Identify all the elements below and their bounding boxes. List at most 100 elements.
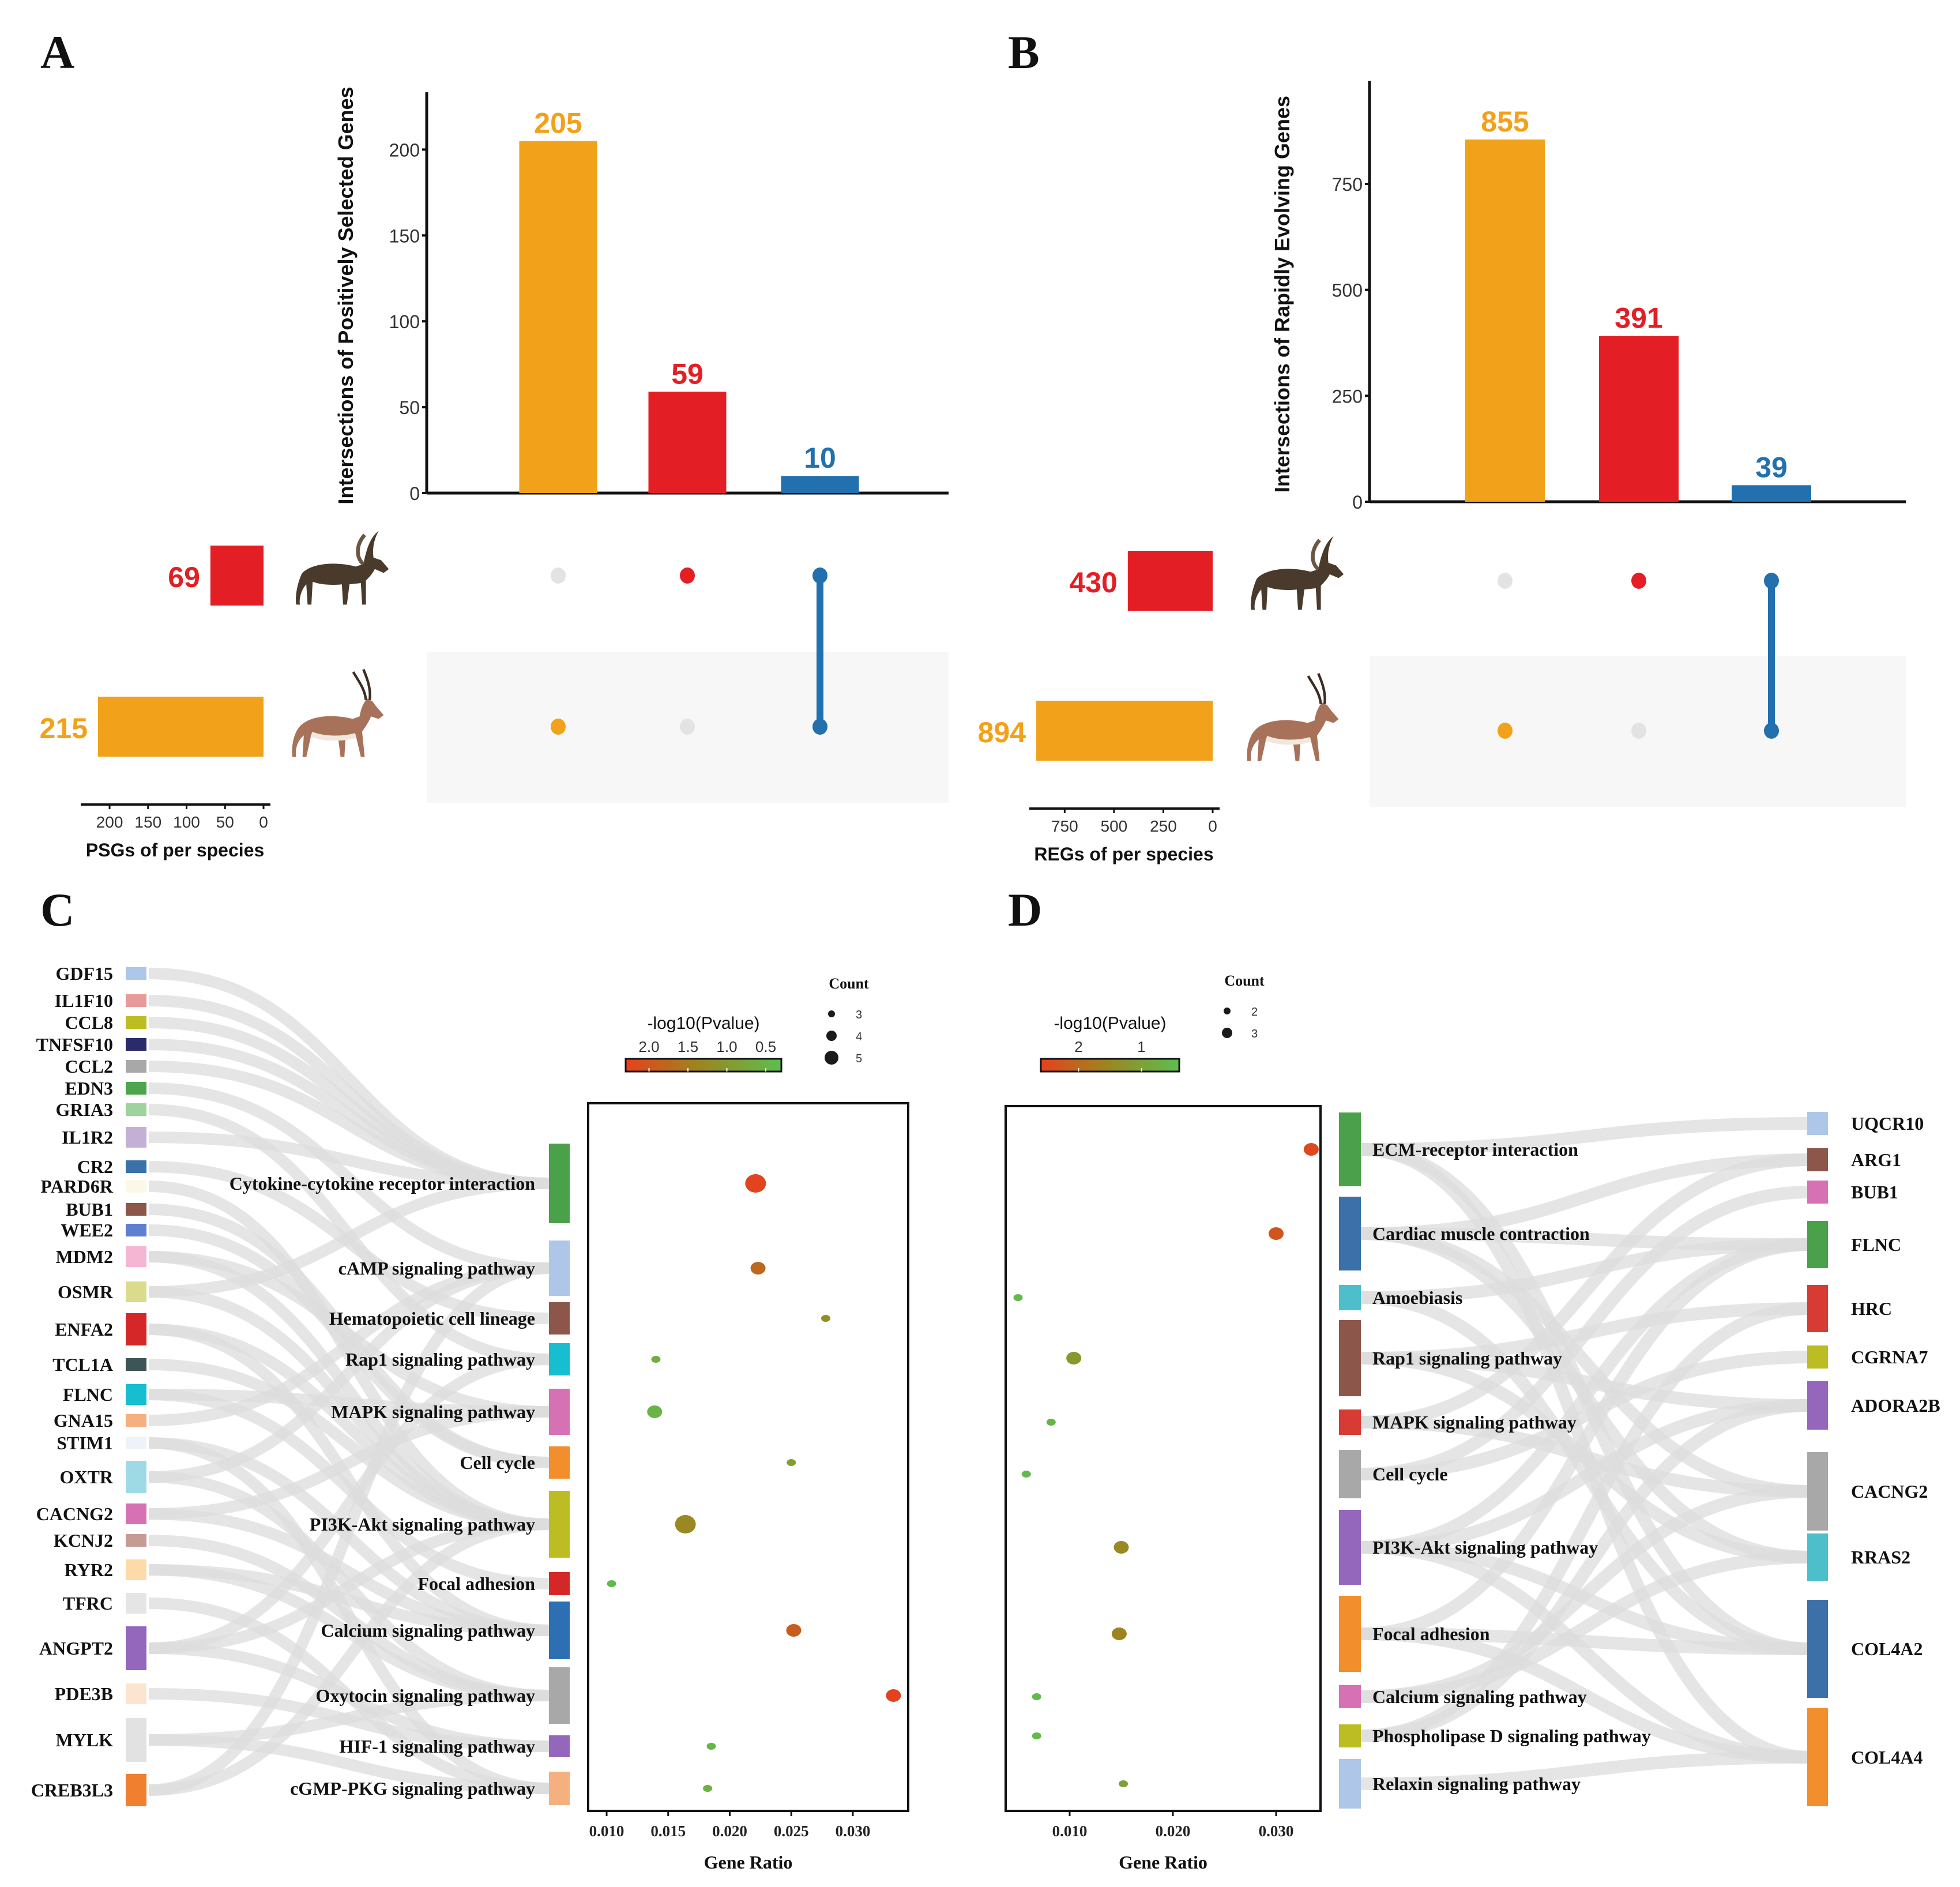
sankey-flow <box>148 1564 550 1701</box>
x-axis-title: Gene Ratio <box>1119 1852 1207 1873</box>
set-size-bar <box>1127 551 1213 611</box>
colorbar-tick-label: 1 <box>1137 1038 1145 1055</box>
gene-node <box>126 1559 146 1580</box>
intersection-bar <box>648 392 727 493</box>
x-tick-label: 0.010 <box>589 1822 625 1840</box>
pathway-dot <box>1111 1627 1127 1640</box>
sankey-flow <box>148 1437 550 1794</box>
intersection-value-label: 39 <box>1755 451 1788 483</box>
x-tick-label: 0.030 <box>836 1822 871 1840</box>
pathway-dot <box>786 1624 802 1637</box>
matrix-dot-inactive <box>1498 573 1513 589</box>
sankey-flow <box>148 1286 550 1530</box>
x-tick-label: 0.020 <box>712 1822 747 1840</box>
pathway-label: MAPK signaling pathway <box>331 1401 535 1422</box>
y-tick-label: 0 <box>1352 492 1363 513</box>
x-axis-title: Gene Ratio <box>704 1852 793 1873</box>
set-tick-label: 50 <box>216 813 234 831</box>
sankey-flow <box>148 1251 550 1418</box>
set-tick-label: 200 <box>96 813 123 831</box>
gene-label: OSMR <box>58 1281 114 1302</box>
pathway-dot <box>1303 1143 1319 1156</box>
y-tick-label: 50 <box>399 397 420 418</box>
pathway-dot <box>821 1315 830 1322</box>
set-axis-title: REGs of per species <box>1034 844 1213 864</box>
gene-node <box>1807 1708 1828 1806</box>
pathway-node <box>549 1667 570 1724</box>
gene-node <box>126 1414 146 1427</box>
intersection-value-label: 59 <box>671 358 704 390</box>
y-axis-title: Intersections of Positively Selected Gen… <box>334 87 358 504</box>
gene-label: FLNC <box>63 1384 113 1405</box>
gene-node <box>126 1127 146 1148</box>
y-tick-label: 500 <box>1332 280 1363 301</box>
set-tick-label: 150 <box>134 813 161 831</box>
sankey-flow <box>1360 1153 1811 1240</box>
pathway-label: Phospholipase D signaling pathway <box>1372 1726 1651 1746</box>
pathway-dot <box>1021 1471 1031 1478</box>
gene-label: MDM2 <box>55 1246 113 1267</box>
gene-node <box>126 1683 146 1704</box>
pathway-dot <box>647 1405 663 1418</box>
x-tick-label: 0.010 <box>1052 1822 1088 1840</box>
gene-label: IL1R2 <box>62 1127 113 1148</box>
colorbar-title: -log10(Pvalue) <box>1054 1014 1166 1033</box>
gene-label: COL4A4 <box>1851 1747 1923 1768</box>
dotplot-frame <box>587 1102 909 1812</box>
pathway-label: HIF-1 signaling pathway <box>339 1736 535 1757</box>
gene-node <box>126 1774 146 1806</box>
pathway-node <box>1339 1510 1361 1585</box>
pathway-label: Rap1 signaling pathway <box>1372 1348 1562 1369</box>
y-tick-label: 100 <box>389 311 420 332</box>
gene-label: GDF15 <box>55 963 113 984</box>
sankey-flow <box>148 1132 550 1189</box>
gene-label: STIM1 <box>57 1433 113 1453</box>
pathway-node <box>549 1491 570 1558</box>
pathway-node <box>1339 1285 1361 1310</box>
gene-label: BUB1 <box>1851 1182 1898 1202</box>
pathway-node <box>1339 1685 1361 1708</box>
intersection-bar <box>1599 336 1679 502</box>
set-axis-title: PSGs of per species <box>86 840 264 860</box>
pathway-label: Relaxin signaling pathway <box>1372 1773 1581 1794</box>
set-tick-label: 500 <box>1101 817 1128 835</box>
x-tick-label: 0.030 <box>1259 1822 1294 1840</box>
gene-node <box>126 1203 146 1216</box>
pathway-dot <box>607 1580 616 1587</box>
gene-node <box>126 1180 146 1193</box>
sankey-flow <box>1360 1238 1811 1554</box>
gene-node <box>126 1103 146 1116</box>
gene-label: CCL8 <box>65 1012 113 1033</box>
matrix-dot-inactive <box>680 719 695 735</box>
pathway-node <box>1339 1759 1361 1809</box>
sankey-flow <box>148 1262 550 1796</box>
pathway-label: Oxytocin signaling pathway <box>315 1685 535 1706</box>
pathway-label: cAMP signaling pathway <box>338 1258 535 1279</box>
y-tick-label: 200 <box>389 140 420 160</box>
x-tick-label: 0.025 <box>774 1822 809 1840</box>
sankey-flow <box>148 1642 550 1752</box>
pathway-dot <box>886 1689 901 1702</box>
gene-node <box>126 1358 146 1371</box>
pathway-node <box>1339 1197 1361 1270</box>
pathway-node <box>549 1343 570 1375</box>
pathway-label: Calcium signaling pathway <box>321 1620 535 1641</box>
gene-node <box>126 967 146 980</box>
gene-node <box>1807 1452 1828 1531</box>
gene-node <box>126 994 146 1007</box>
ibex-icon <box>1251 536 1344 610</box>
pathway-node <box>549 1144 570 1223</box>
gene-label: CR2 <box>77 1156 113 1177</box>
gene-node <box>126 1503 146 1524</box>
size-legend-label: 3 <box>856 1009 862 1021</box>
sankey-flow <box>1360 1351 1811 1480</box>
gene-node <box>126 1534 146 1547</box>
gene-node <box>1807 1381 1828 1430</box>
pathway-node <box>549 1572 570 1595</box>
gene-node <box>126 1384 146 1405</box>
gene-node <box>126 1437 146 1449</box>
ibex-icon <box>296 531 389 605</box>
pathway-dot <box>1032 1693 1041 1700</box>
sankey-flow <box>148 1178 550 1298</box>
